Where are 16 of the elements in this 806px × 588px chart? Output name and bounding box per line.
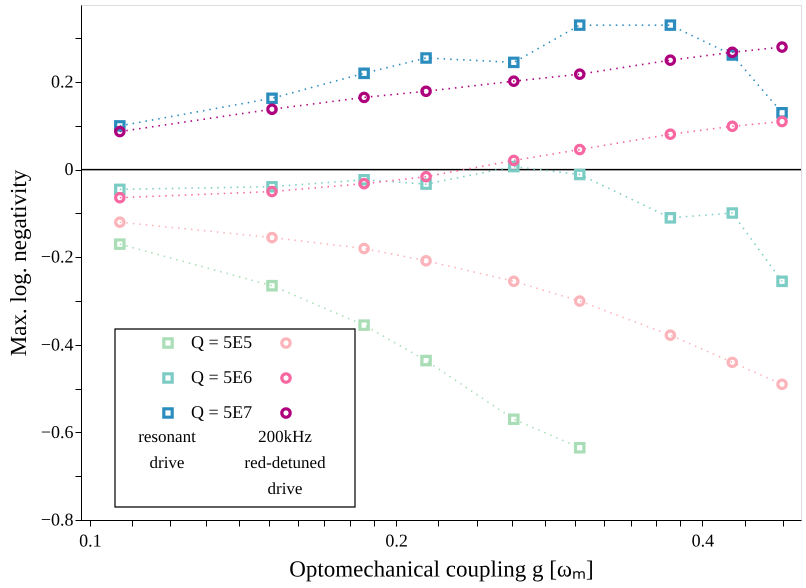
annotation: 200kHz red-detuned drive [244,427,326,498]
y-axis-title: Max. log. negativity [6,169,31,356]
y-tick-label: −0.4 [40,334,74,354]
x-tick-label: 0.2 [385,530,408,550]
legend-label: Q = 5E5 [191,332,252,352]
y-tick-label: 0.2 [51,72,74,92]
y-tick-label: −0.2 [40,246,74,267]
x-axis-title: Optomechanical coupling g [ωₘ] [289,556,594,582]
annotation: resonant drive [138,427,196,472]
y-tick-label: −0.6 [40,422,74,442]
legend-label: Q = 5E7 [191,402,252,422]
legend-label: Q = 5E6 [191,367,252,387]
y-tick-label: 0 [64,159,74,180]
x-tick-label: 0.4 [692,530,714,550]
x-tick-label: 0.1 [79,530,102,550]
y-tick-label: −0.8 [40,510,74,530]
